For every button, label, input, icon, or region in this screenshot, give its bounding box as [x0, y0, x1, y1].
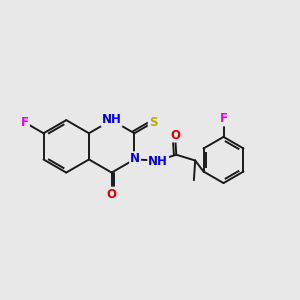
- Text: S: S: [149, 116, 157, 129]
- Text: N: N: [130, 152, 140, 165]
- Text: O: O: [170, 129, 180, 142]
- Text: F: F: [220, 112, 227, 125]
- Text: O: O: [107, 188, 117, 201]
- Text: F: F: [21, 116, 29, 129]
- Text: NH: NH: [102, 113, 122, 126]
- Text: NH: NH: [148, 155, 168, 168]
